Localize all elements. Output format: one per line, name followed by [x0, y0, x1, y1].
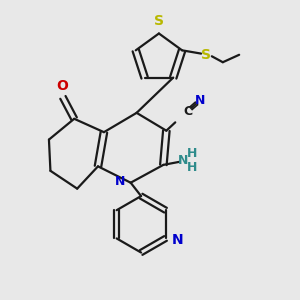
Text: S: S — [202, 48, 212, 62]
Text: O: O — [56, 79, 68, 93]
Text: H: H — [186, 161, 197, 174]
Text: N: N — [172, 233, 183, 247]
Text: N: N — [194, 94, 205, 107]
Text: N: N — [115, 175, 125, 188]
Text: C: C — [183, 105, 192, 118]
Text: N: N — [178, 154, 188, 167]
Text: S: S — [154, 14, 164, 28]
Text: H: H — [186, 147, 197, 160]
